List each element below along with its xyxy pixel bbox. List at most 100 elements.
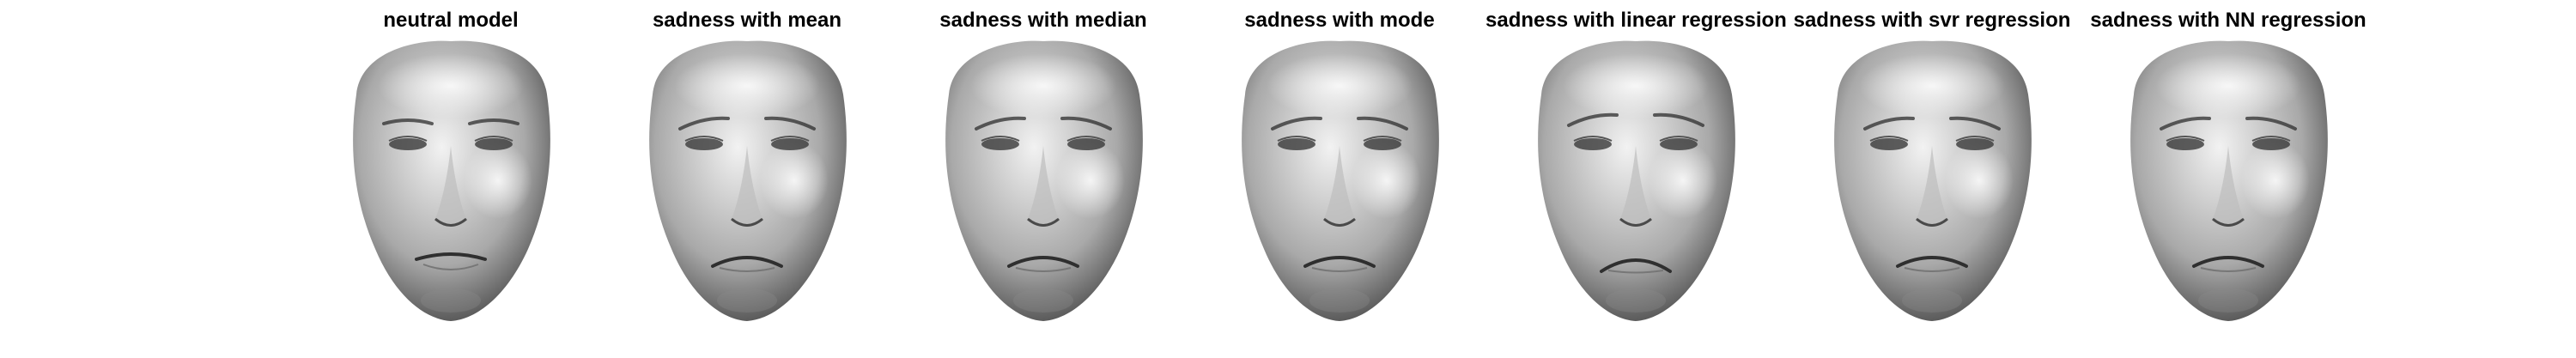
left-eyelid (1573, 136, 1613, 142)
left-eye (685, 138, 723, 150)
right-eyelid (2251, 136, 2291, 142)
face-render-sadness-median (945, 40, 1143, 321)
forehead-highlight (674, 53, 820, 118)
nose (2213, 146, 2244, 226)
panel-title: neutral model (383, 9, 519, 32)
right-eyebrow (1653, 112, 1704, 127)
left-eye (2166, 138, 2204, 150)
right-eye (1364, 138, 1401, 150)
right-eyebrow (468, 118, 519, 125)
right-eyebrow (2245, 116, 2297, 130)
panel-sadness-nn-regression: sadness with NN regression (2078, 0, 2379, 358)
cheek-highlight (1352, 142, 1421, 219)
nostrils (1323, 217, 1356, 227)
face-render-sadness-mean (649, 40, 847, 321)
mouth (415, 252, 487, 261)
nose (732, 146, 762, 226)
nostrils (434, 217, 467, 227)
face-render-sadness-nn-regression (2130, 40, 2328, 321)
right-eyebrow (1060, 116, 1112, 130)
lower-lip (1015, 267, 1072, 272)
cheek-highlight (760, 142, 829, 219)
forehead-highlight (378, 53, 524, 118)
right-eyelid (1066, 136, 1106, 142)
panel-sadness-linear-regression: sadness with linear regression (1485, 0, 1787, 358)
left-eyebrow (382, 118, 434, 125)
left-eyelid (2166, 136, 2205, 142)
panel-title: sadness with NN regression (2090, 9, 2366, 32)
left-eyelid (684, 136, 724, 142)
mouth (1007, 256, 1079, 268)
left-eyebrow (1271, 116, 1322, 130)
nose (1917, 146, 1947, 226)
right-eyebrow (1357, 116, 1408, 130)
cheek-highlight (2241, 142, 2310, 219)
mouth (1896, 256, 1968, 268)
right-eyelid (770, 136, 810, 142)
chin-shadow (1013, 288, 1073, 312)
right-eyelid (1659, 136, 1698, 142)
right-eyebrow (764, 116, 816, 130)
panel-sadness-mean: sadness with mean (597, 0, 897, 358)
cheek-highlight (464, 142, 532, 219)
left-eyelid (388, 136, 428, 142)
right-eyelid (1363, 136, 1402, 142)
left-eye (1870, 138, 1908, 150)
left-eyelid (981, 136, 1020, 142)
nose (1620, 146, 1651, 226)
mouth (1303, 256, 1376, 268)
left-eye (1278, 138, 1315, 150)
right-eye (1660, 138, 1698, 150)
right-eye (475, 138, 513, 150)
panel-title: sadness with mode (1244, 9, 1435, 32)
mouth (2192, 256, 2264, 268)
panel-sadness-svr-regression: sadness with svr regression (1782, 0, 2082, 358)
left-eyebrow (975, 116, 1026, 130)
face-render-sadness-linear-regression (1538, 40, 1735, 321)
mouth (711, 256, 783, 268)
nostrils (1916, 217, 1948, 227)
right-eye (1067, 138, 1105, 150)
right-eye (1956, 138, 1994, 150)
right-eyelid (1955, 136, 1995, 142)
forehead-highlight (1859, 53, 2005, 118)
left-eyelid (1277, 136, 1316, 142)
nostrils (731, 217, 763, 227)
lower-lip (1311, 267, 1368, 272)
right-eye (771, 138, 809, 150)
forehead-highlight (1267, 53, 1413, 118)
panel-sadness-mode: sadness with mode (1189, 0, 1490, 358)
lower-lip (1607, 270, 1664, 274)
chin-shadow (1606, 288, 1666, 312)
nose (1028, 146, 1059, 226)
left-eyebrow (678, 116, 730, 130)
lower-lip (1904, 267, 1960, 272)
right-eyebrow (1949, 116, 2001, 130)
forehead-highlight (1563, 53, 1709, 118)
left-eyebrow (2160, 116, 2211, 130)
panel-title: sadness with mean (652, 9, 842, 32)
panel-title: sadness with linear regression (1485, 9, 1787, 32)
mouth (1600, 258, 1672, 273)
chin-shadow (1902, 288, 1962, 312)
nose (1324, 146, 1355, 226)
left-eyebrow (1567, 112, 1619, 127)
forehead-highlight (970, 53, 1116, 118)
nose (435, 146, 466, 226)
face-render-neutral (353, 40, 550, 321)
panel-title: sadness with median (939, 9, 1147, 32)
right-eye (2252, 138, 2290, 150)
lower-lip (422, 264, 479, 270)
face-render-sadness-svr-regression (1834, 40, 2032, 321)
panel-sadness-median: sadness with median (893, 0, 1194, 358)
right-eyelid (474, 136, 513, 142)
lower-lip (2200, 267, 2257, 272)
left-eye (1574, 138, 1612, 150)
panel-neutral-model: neutral model (301, 0, 601, 358)
left-eye (389, 138, 427, 150)
chin-shadow (421, 288, 481, 312)
face-render-sadness-mode (1242, 40, 1439, 321)
left-eyelid (1869, 136, 1909, 142)
forehead-highlight (2155, 53, 2301, 118)
